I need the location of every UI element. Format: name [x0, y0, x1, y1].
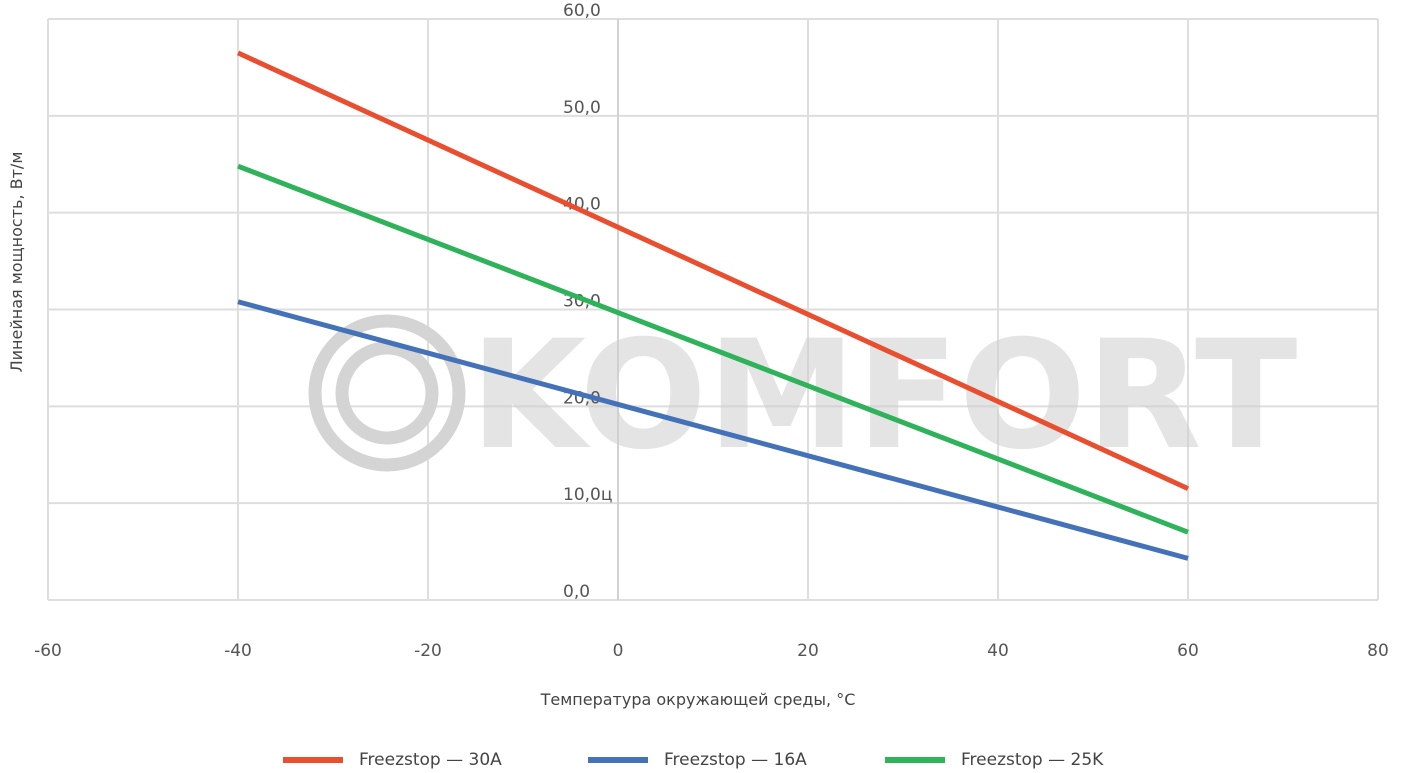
series-line	[237, 299, 1189, 561]
legend-swatch	[885, 757, 945, 763]
y-tick-label: 60,0	[563, 1, 601, 21]
watermark-ring-inner	[335, 341, 439, 445]
watermark-logo: KOMFORT	[308, 309, 1297, 483]
watermark-ring-outer	[308, 314, 466, 472]
series-lines	[236, 50, 1190, 561]
x-axis-ticks: -60 -40 -20 0 20 40 60 80	[34, 641, 1389, 661]
y-axis-title: Линейная мощность, Вт/м	[7, 152, 26, 373]
x-tick-label: -20	[414, 641, 442, 661]
series-line	[236, 50, 1190, 491]
watermark-text: KOMFORT	[470, 309, 1297, 483]
legend-item: Freezstop — 16A	[588, 748, 807, 772]
legend-label: Freezstop — 16A	[664, 750, 807, 770]
x-tick-label: 20	[797, 641, 819, 661]
x-tick-label: -40	[224, 641, 252, 661]
legend-item: Freezstop — 25K	[885, 748, 1103, 772]
legend-swatch	[588, 757, 648, 763]
x-tick-label: 80	[1367, 641, 1389, 661]
y-tick-label: 50,0	[563, 98, 601, 118]
y-tick-label: 0,0	[563, 582, 590, 602]
legend-swatch	[283, 757, 343, 763]
x-tick-label: 0	[613, 641, 624, 661]
legend: Freezstop — 30A Freezstop — 16A Freezstop …	[0, 748, 1408, 772]
legend-item: Freezstop — 30A	[283, 748, 502, 772]
x-tick-label: 60	[1177, 641, 1199, 661]
x-tick-label: -60	[34, 641, 62, 661]
y-tick-label: 40,0	[563, 195, 601, 215]
legend-label: Freezstop — 25K	[961, 750, 1104, 770]
x-tick-label: 40	[987, 641, 1009, 661]
series-line	[237, 163, 1189, 535]
legend-label: Freezstop — 30A	[359, 750, 502, 770]
grid	[47, 18, 1379, 601]
x-axis-title: Температура окружающей среды, °С	[540, 690, 856, 709]
y-tick-label: 10,0ц	[563, 485, 612, 505]
